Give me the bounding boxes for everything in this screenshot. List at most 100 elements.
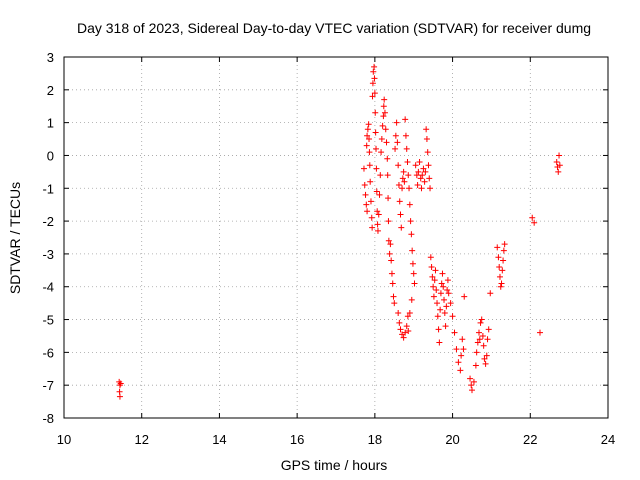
data-point	[401, 178, 408, 185]
data-point	[422, 168, 429, 175]
data-point	[396, 319, 403, 326]
data-point	[460, 346, 467, 353]
data-points	[116, 63, 563, 400]
data-point	[117, 380, 124, 387]
data-point	[417, 175, 424, 182]
data-point	[421, 178, 428, 185]
data-point	[364, 208, 371, 215]
data-point	[369, 93, 376, 100]
data-point	[380, 103, 387, 110]
data-point	[366, 162, 373, 169]
data-point	[430, 293, 437, 300]
x-tick-label: 10	[57, 432, 71, 447]
data-point	[468, 382, 475, 389]
data-point	[419, 172, 426, 179]
data-point	[405, 328, 412, 335]
data-point	[413, 172, 420, 179]
data-point	[385, 237, 392, 244]
data-point	[402, 132, 409, 139]
data-point	[366, 136, 373, 143]
chart-title: Day 318 of 2023, Sidereal Day-to-day VTE…	[77, 20, 591, 36]
data-point	[397, 211, 404, 218]
data-point	[372, 129, 379, 136]
data-point	[556, 162, 563, 169]
data-point	[410, 270, 417, 277]
data-point	[442, 323, 449, 330]
data-point	[425, 162, 432, 169]
data-point	[371, 90, 378, 97]
data-point	[470, 378, 477, 385]
data-point	[453, 346, 460, 353]
data-point	[381, 109, 388, 116]
data-point	[441, 296, 448, 303]
data-point	[479, 332, 486, 339]
data-point	[390, 293, 397, 300]
data-point	[469, 387, 475, 394]
data-point	[496, 264, 503, 271]
data-point	[374, 208, 381, 215]
data-point	[424, 149, 431, 156]
grid-layer	[64, 57, 608, 418]
data-point	[374, 221, 381, 228]
data-point	[445, 290, 452, 297]
data-point	[420, 165, 427, 172]
data-point	[414, 181, 421, 188]
data-point	[396, 198, 403, 205]
data-point	[399, 175, 406, 182]
data-point	[407, 218, 414, 225]
data-point	[487, 290, 494, 297]
data-point	[363, 201, 370, 208]
y-tick-label: -4	[42, 280, 54, 295]
data-point	[373, 165, 380, 172]
data-point	[391, 300, 398, 307]
data-point	[497, 283, 504, 290]
data-point	[364, 132, 371, 139]
data-point	[360, 165, 367, 172]
data-point	[370, 68, 377, 75]
y-axis-label: SDTVAR / TECUs	[7, 182, 23, 294]
data-point	[404, 313, 411, 320]
data-point	[388, 270, 395, 277]
data-point	[398, 224, 405, 231]
data-point	[388, 257, 395, 264]
data-point	[457, 367, 464, 374]
y-tick-label: 1	[47, 116, 54, 131]
data-point	[373, 145, 380, 152]
data-point	[447, 300, 454, 307]
x-tick-label: 20	[445, 432, 459, 447]
x-tick-label: 24	[601, 432, 615, 447]
data-point	[367, 198, 374, 205]
data-point	[427, 185, 434, 192]
data-point	[376, 191, 383, 198]
data-point	[475, 329, 482, 336]
data-point	[402, 116, 409, 123]
data-point	[368, 214, 375, 221]
data-point	[481, 355, 488, 362]
data-point	[116, 393, 123, 400]
data-point	[409, 247, 416, 254]
data-point	[556, 152, 563, 159]
data-point	[427, 254, 434, 261]
data-point	[384, 155, 391, 162]
data-point	[531, 219, 538, 226]
data-point	[395, 162, 402, 169]
data-point	[366, 149, 373, 156]
data-point	[455, 359, 462, 366]
data-point	[378, 136, 385, 143]
data-point	[386, 250, 393, 257]
data-point	[437, 290, 444, 297]
y-tick-label: -2	[42, 214, 54, 229]
data-point	[500, 247, 507, 254]
data-point	[416, 159, 423, 166]
data-point	[429, 273, 436, 280]
data-point	[397, 326, 404, 333]
data-point	[367, 178, 374, 185]
plot-frame	[63, 56, 609, 419]
data-point	[405, 172, 412, 179]
data-point	[415, 168, 422, 175]
data-point	[382, 126, 389, 133]
data-point	[362, 191, 369, 198]
data-point	[440, 283, 447, 290]
data-point	[387, 241, 394, 248]
data-point	[474, 339, 481, 346]
